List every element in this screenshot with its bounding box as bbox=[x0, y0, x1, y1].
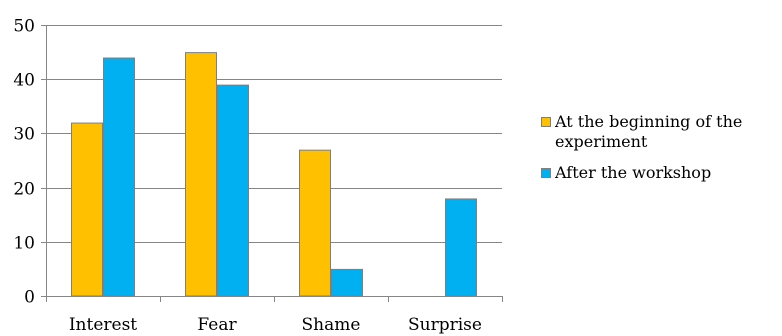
y-tick-label: 50 bbox=[13, 17, 35, 37]
legend-label-series-1: At the beginning of the experiment bbox=[555, 112, 743, 151]
axes bbox=[41, 25, 503, 302]
legend: At the beginning of the experiment After… bbox=[541, 112, 781, 194]
y-tick-label: 30 bbox=[13, 125, 35, 145]
x-tick-label: Surprise bbox=[408, 315, 482, 335]
bar-beginning-shame bbox=[299, 149, 331, 297]
y-tick-label: 10 bbox=[13, 234, 35, 254]
x-tick-label: Shame bbox=[302, 315, 361, 335]
x-tick-label: Fear bbox=[197, 315, 237, 335]
legend-item-series-1: At the beginning of the experiment bbox=[541, 112, 781, 152]
bar-after-workshop-shame bbox=[331, 268, 363, 297]
legend-swatch-series-2 bbox=[541, 168, 551, 178]
bar-beginning-fear bbox=[185, 52, 217, 297]
bar-chart: 0 10 20 30 40 50 Interest Fear Shame Surprise bbox=[13, 17, 503, 335]
legend-label-series-2: After the workshop bbox=[555, 163, 712, 182]
legend-swatch-series-1 bbox=[541, 117, 551, 127]
x-tick-labels: Interest Fear Shame Surprise bbox=[69, 315, 482, 335]
legend-item-series-2: After the workshop bbox=[541, 163, 781, 183]
bar-beginning-interest bbox=[71, 122, 103, 297]
bar-after-workshop-interest bbox=[103, 57, 135, 297]
y-tick-label: 0 bbox=[24, 288, 35, 308]
x-tick-label: Interest bbox=[69, 315, 137, 335]
y-tick-labels: 0 10 20 30 40 50 bbox=[13, 17, 35, 308]
bar-after-workshop-fear bbox=[217, 84, 249, 297]
y-tick-label: 20 bbox=[13, 180, 35, 200]
bars bbox=[71, 52, 477, 297]
bar-after-workshop-surprise bbox=[445, 198, 477, 297]
y-tick-label: 40 bbox=[13, 71, 35, 91]
